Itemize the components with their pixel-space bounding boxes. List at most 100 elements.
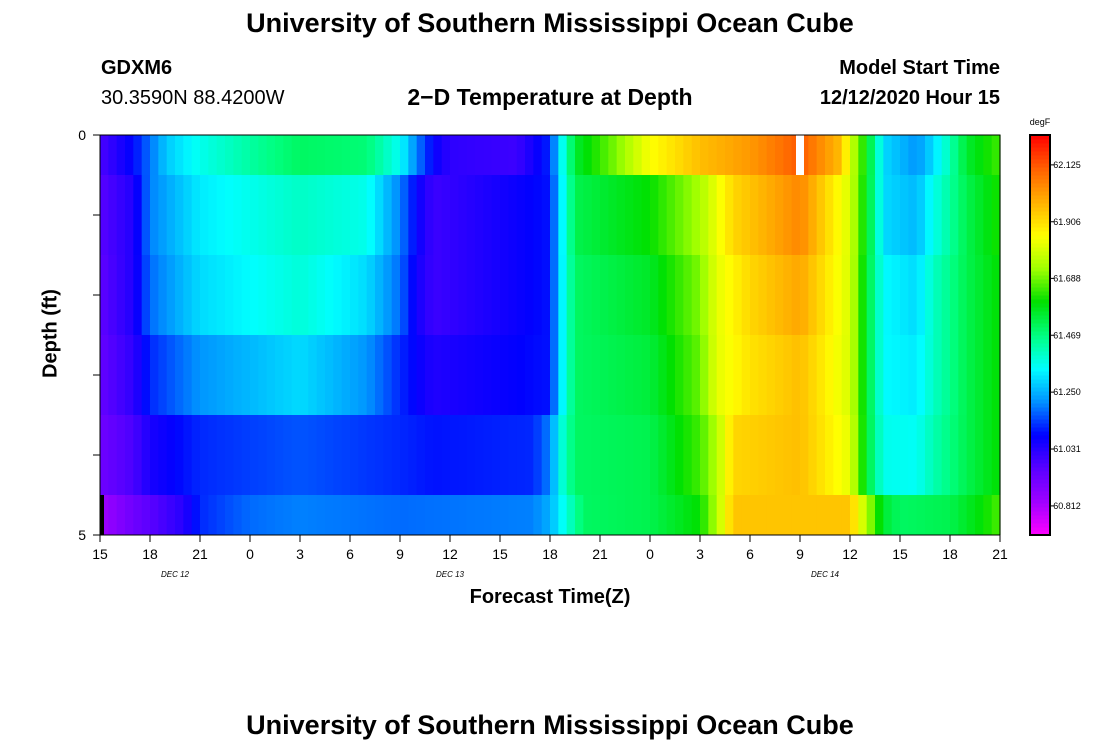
heatmap-cell xyxy=(116,135,126,175)
heatmap-cell xyxy=(316,415,326,495)
colorbar-segment xyxy=(1030,311,1050,316)
heatmap-cell xyxy=(933,135,943,175)
heatmap-cell xyxy=(950,175,959,255)
heatmap-cell xyxy=(408,175,418,255)
heatmap-cell xyxy=(350,175,359,255)
colorbar-segment xyxy=(1030,191,1050,196)
heatmap-cell xyxy=(466,415,476,495)
heatmap-cell xyxy=(608,255,618,335)
heatmap-cell xyxy=(816,495,826,535)
heatmap-cell xyxy=(858,255,868,335)
heatmap-cell xyxy=(125,135,134,175)
heatmap-cell xyxy=(966,135,976,175)
heatmap-cell xyxy=(233,495,243,535)
heatmap-cell xyxy=(766,175,776,255)
colorbar-segment xyxy=(1030,523,1050,528)
heatmap-cell xyxy=(816,255,826,335)
heatmap-cell xyxy=(375,135,384,175)
colorbar-segment xyxy=(1030,487,1050,492)
heatmap-cell xyxy=(658,415,668,495)
colorbar-segment xyxy=(1030,203,1050,208)
heatmap-cell xyxy=(750,335,759,415)
heatmap-cell xyxy=(258,175,268,255)
heatmap-cell xyxy=(941,255,951,335)
heatmap-cell xyxy=(150,135,159,175)
heatmap-cell xyxy=(500,175,509,255)
heatmap-cell xyxy=(208,135,218,175)
heatmap-cell xyxy=(425,495,434,535)
heatmap-cell xyxy=(616,415,626,495)
page-title-top: University of Southern Mississippi Ocean… xyxy=(246,8,854,38)
heatmap-cell xyxy=(666,175,676,255)
heatmap-cell xyxy=(558,135,568,175)
heatmap-cell xyxy=(541,175,551,255)
heatmap-cell xyxy=(250,175,259,255)
heatmap-cell xyxy=(950,495,959,535)
colorbar-segment xyxy=(1030,531,1050,536)
colorbar-segment xyxy=(1030,135,1050,140)
heatmap-cell xyxy=(966,255,976,335)
heatmap-cell xyxy=(100,135,109,175)
heatmap-cell xyxy=(591,335,601,415)
heatmap-cell xyxy=(483,255,493,335)
heatmap-cell xyxy=(708,255,718,335)
heatmap-cell xyxy=(450,135,459,175)
heatmap-cell xyxy=(641,175,651,255)
plot-heading: 2−D Temperature at Depth xyxy=(407,84,693,110)
heatmap-cell xyxy=(841,495,851,535)
heatmap-cell xyxy=(308,495,318,535)
heatmap-cell xyxy=(641,495,651,535)
heatmap-cell xyxy=(691,415,701,495)
heatmap-cell xyxy=(500,415,509,495)
colorbar-segment xyxy=(1030,491,1050,496)
x-tick-label: 18 xyxy=(142,546,158,562)
heatmap-cell xyxy=(966,495,976,535)
heatmap-cell xyxy=(533,175,543,255)
heatmap-cell xyxy=(225,255,234,335)
heatmap-cell xyxy=(950,415,959,495)
heatmap-cell xyxy=(108,175,118,255)
heatmap-cell xyxy=(800,135,809,175)
heatmap-cell xyxy=(766,135,776,175)
heatmap-cell xyxy=(800,415,809,495)
heatmap-cell xyxy=(650,175,659,255)
heatmap-cell xyxy=(266,335,276,415)
heatmap-cell xyxy=(166,135,176,175)
heatmap-cell xyxy=(208,175,218,255)
heatmap-cell xyxy=(691,175,701,255)
heatmap-cell xyxy=(816,175,826,255)
colorbar-tick-label: 62.125 xyxy=(1053,160,1081,170)
heatmap-cell xyxy=(200,415,209,495)
heatmap-cell xyxy=(208,495,218,535)
heatmap-cell xyxy=(166,495,176,535)
heatmap-cell xyxy=(841,175,851,255)
heatmap-cell xyxy=(183,415,193,495)
heatmap-cell xyxy=(966,335,976,415)
heatmap-cell xyxy=(125,175,134,255)
heatmap-cell xyxy=(525,135,534,175)
colorbar-tick-label: 61.469 xyxy=(1053,330,1081,340)
heatmap-cell xyxy=(241,175,251,255)
heatmap-cell xyxy=(191,135,201,175)
colorbar-segment xyxy=(1030,447,1050,452)
heatmap-cell xyxy=(100,415,109,495)
colorbar-segment xyxy=(1030,291,1050,296)
colorbar-segment xyxy=(1030,519,1050,524)
heatmap-cell xyxy=(333,135,343,175)
colorbar-segment xyxy=(1030,335,1050,340)
x-tick-label: 6 xyxy=(746,546,754,562)
heatmap-cell xyxy=(233,255,243,335)
heatmap-cell xyxy=(558,415,568,495)
colorbar-segment xyxy=(1030,391,1050,396)
heatmap-cell xyxy=(616,175,626,255)
heatmap-cell xyxy=(383,415,393,495)
heatmap-cell xyxy=(533,415,543,495)
heatmap-cell xyxy=(833,335,843,415)
heatmap-cell xyxy=(333,255,343,335)
heatmap-cell xyxy=(675,255,684,335)
heatmap-cell xyxy=(350,495,359,535)
heatmap-cell xyxy=(108,415,118,495)
heatmap-cell xyxy=(141,495,151,535)
heatmap-cell xyxy=(191,335,201,415)
heatmap-cell xyxy=(875,335,884,415)
